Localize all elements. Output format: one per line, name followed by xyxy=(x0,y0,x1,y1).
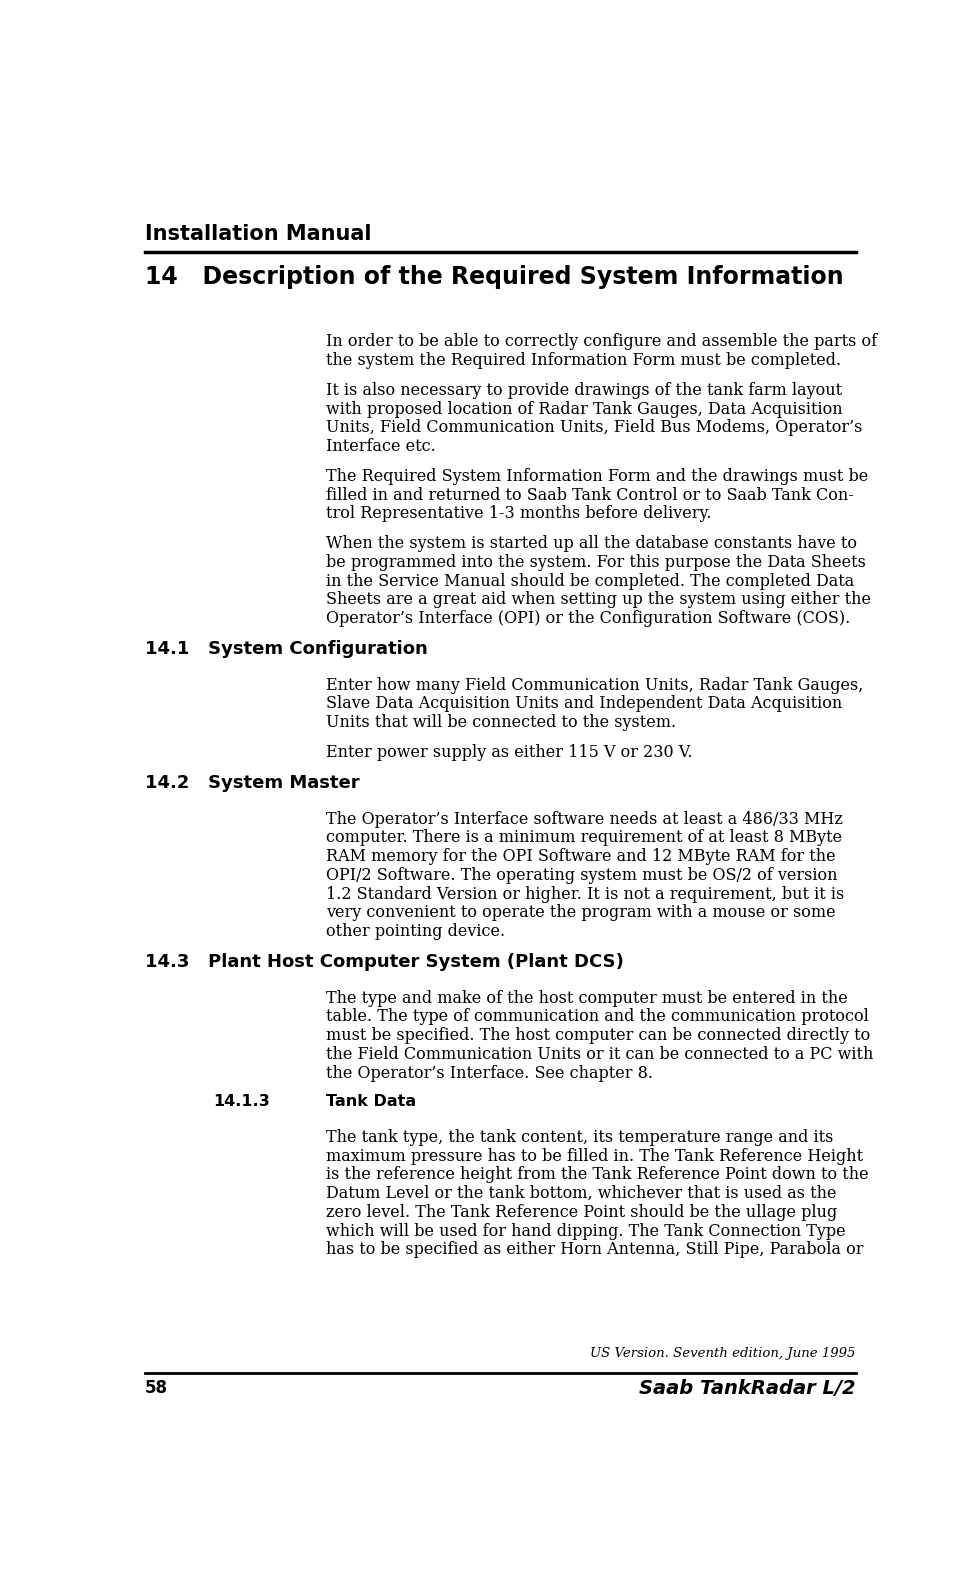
Text: In order to be able to correctly configure and assemble the parts of: In order to be able to correctly configu… xyxy=(326,333,877,350)
Text: 14   Description of the Required System Information: 14 Description of the Required System In… xyxy=(144,264,843,288)
Text: is the reference height from the Tank Reference Point down to the: is the reference height from the Tank Re… xyxy=(326,1167,869,1183)
Text: 58: 58 xyxy=(144,1379,168,1396)
Text: When the system is started up all the database constants have to: When the system is started up all the da… xyxy=(326,535,857,552)
Text: maximum pressure has to be filled in. The Tank Reference Height: maximum pressure has to be filled in. Th… xyxy=(326,1148,864,1165)
Text: The tank type, the tank content, its temperature range and its: The tank type, the tank content, its tem… xyxy=(326,1129,834,1146)
Text: Units that will be connected to the system.: Units that will be connected to the syst… xyxy=(326,715,676,731)
Text: which will be used for hand dipping. The Tank Connection Type: which will be used for hand dipping. The… xyxy=(326,1223,846,1240)
Text: 14.1.3: 14.1.3 xyxy=(213,1094,269,1110)
Text: must be specified. The host computer can be connected directly to: must be specified. The host computer can… xyxy=(326,1027,871,1044)
Text: 14.1   System Configuration: 14.1 System Configuration xyxy=(144,640,427,657)
Text: the Field Communication Units or it can be connected to a PC with: the Field Communication Units or it can … xyxy=(326,1046,874,1063)
Text: Units, Field Communication Units, Field Bus Modems, Operator’s: Units, Field Communication Units, Field … xyxy=(326,419,863,436)
Text: US Version. Seventh edition, June 1995: US Version. Seventh edition, June 1995 xyxy=(590,1347,856,1360)
Text: Interface etc.: Interface etc. xyxy=(326,438,436,455)
Text: Slave Data Acquisition Units and Independent Data Acquisition: Slave Data Acquisition Units and Indepen… xyxy=(326,696,842,713)
Text: RAM memory for the OPI Software and 12 MByte RAM for the: RAM memory for the OPI Software and 12 M… xyxy=(326,849,835,864)
Text: Operator’s Interface (OPI) or the Configuration Software (COS).: Operator’s Interface (OPI) or the Config… xyxy=(326,610,850,627)
Text: The type and make of the host computer must be entered in the: The type and make of the host computer m… xyxy=(326,990,848,1006)
Text: the system the Required Information Form must be completed.: the system the Required Information Form… xyxy=(326,352,841,369)
Text: The Operator’s Interface software needs at least a 486/33 MHz: The Operator’s Interface software needs … xyxy=(326,810,843,828)
Text: zero level. The Tank Reference Point should be the ullage plug: zero level. The Tank Reference Point sho… xyxy=(326,1204,837,1221)
Text: Enter how many Field Communication Units, Radar Tank Gauges,: Enter how many Field Communication Units… xyxy=(326,677,864,694)
Text: other pointing device.: other pointing device. xyxy=(326,923,506,941)
Text: Sheets are a great aid when setting up the system using either the: Sheets are a great aid when setting up t… xyxy=(326,591,872,608)
Text: table. The type of communication and the communication protocol: table. The type of communication and the… xyxy=(326,1008,869,1025)
Text: 14.3   Plant Host Computer System (Plant DCS): 14.3 Plant Host Computer System (Plant D… xyxy=(144,954,624,971)
Text: be programmed into the system. For this purpose the Data Sheets: be programmed into the system. For this … xyxy=(326,554,866,572)
Text: Installation Manual: Installation Manual xyxy=(144,224,371,244)
Text: computer. There is a minimum requirement of at least 8 MByte: computer. There is a minimum requirement… xyxy=(326,829,842,847)
Text: in the Service Manual should be completed. The completed Data: in the Service Manual should be complete… xyxy=(326,573,854,589)
Text: the Operator’s Interface. See chapter 8.: the Operator’s Interface. See chapter 8. xyxy=(326,1065,653,1081)
Text: 14.2   System Master: 14.2 System Master xyxy=(144,774,359,791)
Text: with proposed location of Radar Tank Gauges, Data Acquisition: with proposed location of Radar Tank Gau… xyxy=(326,401,843,417)
Text: very convenient to operate the program with a mouse or some: very convenient to operate the program w… xyxy=(326,904,835,922)
Text: has to be specified as either Horn Antenna, Still Pipe, Parabola or: has to be specified as either Horn Anten… xyxy=(326,1242,864,1258)
Text: Datum Level or the tank bottom, whichever that is used as the: Datum Level or the tank bottom, whicheve… xyxy=(326,1184,836,1202)
Text: 1.2 Standard Version or higher. It is not a requirement, but it is: 1.2 Standard Version or higher. It is no… xyxy=(326,885,844,903)
Text: Enter power supply as either 115 V or 230 V.: Enter power supply as either 115 V or 23… xyxy=(326,743,693,761)
Text: The Required System Information Form and the drawings must be: The Required System Information Form and… xyxy=(326,468,869,486)
Text: Saab TankRadar L/2: Saab TankRadar L/2 xyxy=(639,1379,856,1398)
Text: OPI/2 Software. The operating system must be OS/2 of version: OPI/2 Software. The operating system mus… xyxy=(326,868,837,884)
Text: It is also necessary to provide drawings of the tank farm layout: It is also necessary to provide drawings… xyxy=(326,382,842,398)
Text: Tank Data: Tank Data xyxy=(326,1094,417,1110)
Text: filled in and returned to Saab Tank Control or to Saab Tank Con-: filled in and returned to Saab Tank Cont… xyxy=(326,487,854,503)
Text: trol Representative 1-3 months before delivery.: trol Representative 1-3 months before de… xyxy=(326,505,712,522)
